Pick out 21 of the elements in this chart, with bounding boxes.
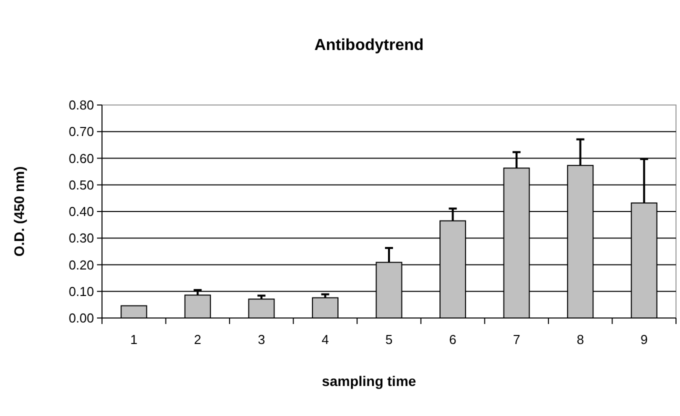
y-tick-label: 0.10: [68, 284, 94, 299]
x-tick-label: 3: [258, 332, 266, 347]
y-axis-title: O.D. (450 nm): [11, 166, 27, 257]
y-tick-label: 0.40: [68, 204, 94, 220]
x-tick-label: 4: [322, 332, 329, 347]
x-axis-title: sampling time: [322, 373, 416, 389]
y-tick-label: 0.50: [68, 177, 94, 192]
y-tick-label: 0.70: [68, 124, 94, 140]
x-tick-label: 9: [640, 332, 648, 347]
chart-title: Antibodytrend: [314, 37, 424, 54]
x-tick-label: 2: [194, 332, 202, 347]
x-tick-label: 1: [130, 332, 138, 347]
y-tick-label: 0.00: [68, 310, 94, 326]
y-tick-label: 0.80: [68, 98, 94, 113]
x-tick-label: 6: [449, 332, 456, 347]
y-tick-label: 0.60: [68, 150, 94, 166]
x-tick-label: 7: [512, 332, 520, 347]
x-tick-label: 8: [576, 332, 584, 347]
x-tick-label: 5: [385, 332, 393, 347]
y-tick-label: 0.30: [68, 230, 94, 246]
y-tick-label: 0.20: [68, 257, 94, 272]
